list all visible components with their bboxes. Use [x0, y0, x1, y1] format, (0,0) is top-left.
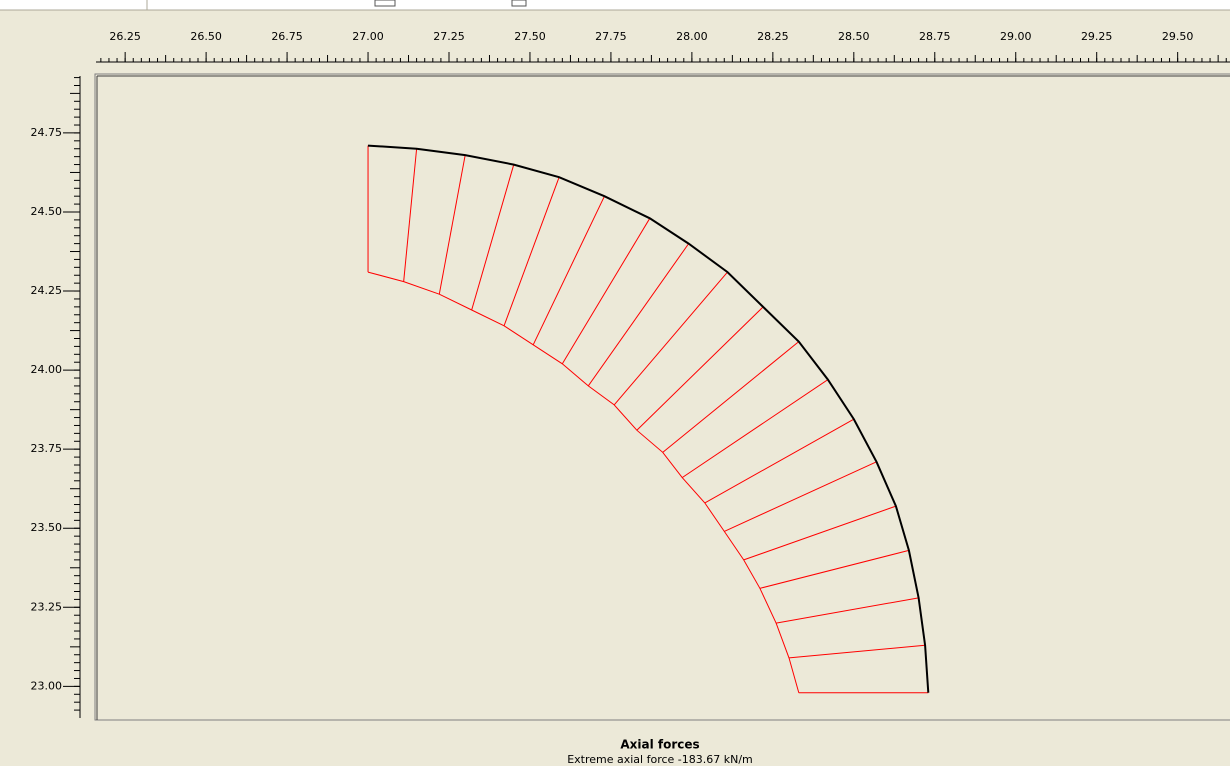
x-tick-label: 27.00 [352, 30, 384, 43]
x-tick-label: 27.75 [595, 30, 627, 43]
force-hatch [704, 418, 855, 504]
x-tick-label: 28.75 [919, 30, 951, 43]
caption-title: Axial forces [620, 738, 699, 752]
force-hatch [759, 549, 909, 589]
y-tick-label: 23.50 [31, 521, 63, 534]
x-tick-label: 29.00 [1000, 30, 1032, 43]
force-hatch [561, 218, 651, 365]
x-tick-label: 27.50 [514, 30, 546, 43]
force-hatch [503, 177, 560, 327]
force-hatch [438, 154, 466, 295]
force-hatch [681, 379, 829, 479]
force-hatch [743, 505, 897, 561]
force-hatch [471, 164, 515, 311]
toolbar-strip [0, 0, 1230, 10]
x-tick-label: 28.00 [676, 30, 708, 43]
x-tick-label: 28.50 [838, 30, 870, 43]
rulers: 26.25 26.50 26.75 27.00 27.25 27.50 27.75 28.00… [31, 30, 1230, 718]
y-tick-label: 23.00 [31, 679, 63, 692]
force-hatch [788, 644, 926, 659]
toolbar-button[interactable] [374, 0, 396, 7]
force-envelope [367, 271, 800, 693]
x-tick-label: 29.50 [1162, 30, 1194, 43]
toolbar-button[interactable] [511, 0, 527, 7]
y-tick-label: 24.25 [31, 284, 63, 297]
beam [367, 144, 930, 693]
x-tick-label: 26.25 [109, 30, 141, 43]
x-tick-label: 28.25 [757, 30, 789, 43]
y-tick-label: 24.50 [31, 205, 63, 218]
x-tick-label: 27.25 [433, 30, 465, 43]
y-tick-label: 24.00 [31, 363, 63, 376]
plot [367, 144, 930, 694]
force-hatch [775, 597, 919, 624]
force-hatch [636, 306, 764, 431]
force-hatch [587, 243, 690, 387]
y-tick-label: 23.75 [31, 442, 63, 455]
x-tick-label: 29.25 [1081, 30, 1113, 43]
x-tick-label: 26.75 [271, 30, 303, 43]
force-hatch [532, 195, 605, 346]
force-hatch [403, 148, 418, 282]
y-tick-label: 24.75 [31, 126, 63, 139]
x-tick-label: 26.50 [190, 30, 222, 43]
plot-frame [94, 73, 1230, 721]
force-hatch [662, 341, 800, 453]
force-hatch [613, 271, 728, 406]
y-tick-label: 23.25 [31, 600, 63, 613]
caption-subtitle: Extreme axial force -183.67 kN/m [567, 753, 753, 766]
force-hatch [724, 461, 877, 532]
